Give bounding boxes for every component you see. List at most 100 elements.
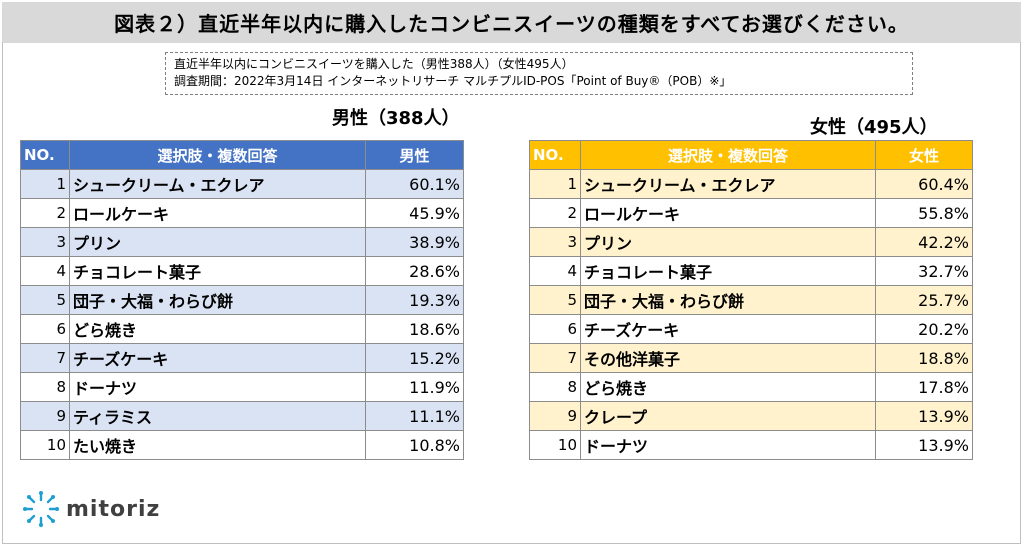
rank-cell: 7 (20, 343, 70, 373)
choice-cell: シュークリーム・エクレア (69, 169, 366, 199)
rank-cell: 8 (529, 372, 581, 402)
rank-cell: 6 (20, 314, 70, 344)
rank-cell: 4 (529, 256, 581, 286)
choice-cell: プリン (69, 227, 366, 257)
rank-cell: 6 (529, 314, 581, 344)
choice-cell: 団子・大福・わらび餅 (69, 285, 366, 315)
mitoriz-logo: mitoriz (22, 490, 160, 528)
table-row: 3 プリン 42.2% (529, 227, 973, 257)
table-row: 8 ドーナツ 11.9% (20, 372, 464, 402)
percent-cell: 11.9% (365, 372, 464, 402)
percent-cell: 17.8% (875, 372, 973, 402)
table-row: 6 チーズケーキ 20.2% (529, 314, 973, 344)
table-row: 5 団子・大福・わらび餅 25.7% (529, 285, 973, 315)
choice-cell: チーズケーキ (580, 314, 876, 344)
percent-cell: 20.2% (875, 314, 973, 344)
rank-cell: 5 (529, 285, 581, 315)
column-header-no: NO. (20, 140, 70, 170)
choice-cell: ティラミス (69, 401, 366, 431)
table-row: 9 ティラミス 11.1% (20, 401, 464, 431)
female-table-heading: 女性（495人） (810, 117, 938, 138)
column-header-female: 女性 (875, 140, 973, 170)
choice-cell: その他洋菓子 (580, 343, 876, 373)
percent-cell: 28.6% (365, 256, 464, 286)
percent-cell: 18.8% (875, 343, 973, 373)
rank-cell: 8 (20, 372, 70, 402)
male-table-heading: 男性（388人） (332, 108, 460, 129)
male-ranking-table: NO. 選択肢・複数回答 男性 1 シュークリーム・エクレア 60.1% 2 ロールケー… (20, 140, 464, 460)
choice-cell: どら焼き (69, 314, 366, 344)
rank-cell: 2 (20, 198, 70, 228)
table-header-row: NO. 選択肢・複数回答 女性 (529, 140, 973, 170)
table-row: 4 チョコレート菓子 32.7% (529, 256, 973, 286)
choice-cell: ロールケーキ (69, 198, 366, 228)
table-row: 7 チーズケーキ 15.2% (20, 343, 464, 373)
column-header-no: NO. (529, 140, 581, 170)
table-row: 1 シュークリーム・エクレア 60.1% (20, 169, 464, 199)
percent-cell: 55.8% (875, 198, 973, 228)
rank-cell: 10 (529, 430, 581, 460)
table-row: 1 シュークリーム・エクレア 60.4% (529, 169, 973, 199)
table-header-row: NO. 選択肢・複数回答 男性 (20, 140, 464, 170)
choice-cell: チーズケーキ (69, 343, 366, 373)
percent-cell: 10.8% (365, 430, 464, 460)
rank-cell: 9 (529, 401, 581, 431)
percent-cell: 15.2% (365, 343, 464, 373)
percent-cell: 42.2% (875, 227, 973, 257)
rank-cell: 1 (529, 169, 581, 199)
female-ranking-table: NO. 選択肢・複数回答 女性 1 シュークリーム・エクレア 60.4% 2 ロールケー… (529, 140, 973, 460)
choice-cell: ロールケーキ (580, 198, 876, 228)
percent-cell: 60.1% (365, 169, 464, 199)
table-row: 9 クレープ 13.9% (529, 401, 973, 431)
rank-cell: 3 (20, 227, 70, 257)
table-row: 6 どら焼き 18.6% (20, 314, 464, 344)
rank-cell: 5 (20, 285, 70, 315)
table-row: 2 ロールケーキ 45.9% (20, 198, 464, 228)
choice-cell: シュークリーム・エクレア (580, 169, 876, 199)
male-table-body: 1 シュークリーム・エクレア 60.1% 2 ロールケーキ 45.9% 3 プリン 38.9% 4… (20, 169, 464, 460)
choice-cell: 団子・大福・わらび餅 (580, 285, 876, 315)
rank-cell: 3 (529, 227, 581, 257)
rank-cell: 7 (529, 343, 581, 373)
table-row: 10 ドーナツ 13.9% (529, 430, 973, 460)
rank-cell: 9 (20, 401, 70, 431)
rank-cell: 10 (20, 430, 70, 460)
table-row: 3 プリン 38.9% (20, 227, 464, 257)
survey-note-line2: 調査期間：2022年3月14日 インターネットリサーチ マルチプルID-POS「… (174, 74, 732, 88)
choice-cell: たい焼き (69, 430, 366, 460)
title-banner: 図表２）直近半年以内に購入したコンビニスイーツの種類をすべてお選びください。 (2, 2, 1021, 43)
logo-wordmark: mitoriz (66, 496, 161, 522)
percent-cell: 32.7% (875, 256, 973, 286)
table-row: 5 団子・大福・わらび餅 19.3% (20, 285, 464, 315)
percent-cell: 13.9% (875, 401, 973, 431)
column-header-choice: 選択肢・複数回答 (69, 140, 366, 170)
page-title: 図表２）直近半年以内に購入したコンビニスイーツの種類をすべてお選びください。 (114, 12, 909, 36)
table-row: 7 その他洋菓子 18.8% (529, 343, 973, 373)
percent-cell: 19.3% (365, 285, 464, 315)
choice-cell: プリン (580, 227, 876, 257)
percent-cell: 13.9% (875, 430, 973, 460)
column-header-male: 男性 (365, 140, 464, 170)
table-row: 4 チョコレート菓子 28.6% (20, 256, 464, 286)
rank-cell: 2 (529, 198, 581, 228)
table-row: 8 どら焼き 17.8% (529, 372, 973, 402)
table-row: 2 ロールケーキ 55.8% (529, 198, 973, 228)
mitoriz-logo-icon (23, 491, 59, 527)
choice-cell: チョコレート菓子 (69, 256, 366, 286)
choice-cell: どら焼き (580, 372, 876, 402)
percent-cell: 18.6% (365, 314, 464, 344)
survey-note: 直近半年以内にコンビニスイーツを購入した（男性388人）（女性495人） 調査期… (165, 52, 913, 95)
content-frame (2, 42, 1021, 544)
choice-cell: ドーナツ (580, 430, 876, 460)
percent-cell: 11.1% (365, 401, 464, 431)
percent-cell: 60.4% (875, 169, 973, 199)
rank-cell: 1 (20, 169, 70, 199)
table-row: 10 たい焼き 10.8% (20, 430, 464, 460)
survey-note-line1: 直近半年以内にコンビニスイーツを購入した（男性388人）（女性495人） (174, 57, 574, 71)
choice-cell: ドーナツ (69, 372, 366, 402)
female-table-body: 1 シュークリーム・エクレア 60.4% 2 ロールケーキ 55.8% 3 プリン 42.2% 4… (529, 169, 973, 460)
choice-cell: クレープ (580, 401, 876, 431)
percent-cell: 38.9% (365, 227, 464, 257)
choice-cell: チョコレート菓子 (580, 256, 876, 286)
rank-cell: 4 (20, 256, 70, 286)
